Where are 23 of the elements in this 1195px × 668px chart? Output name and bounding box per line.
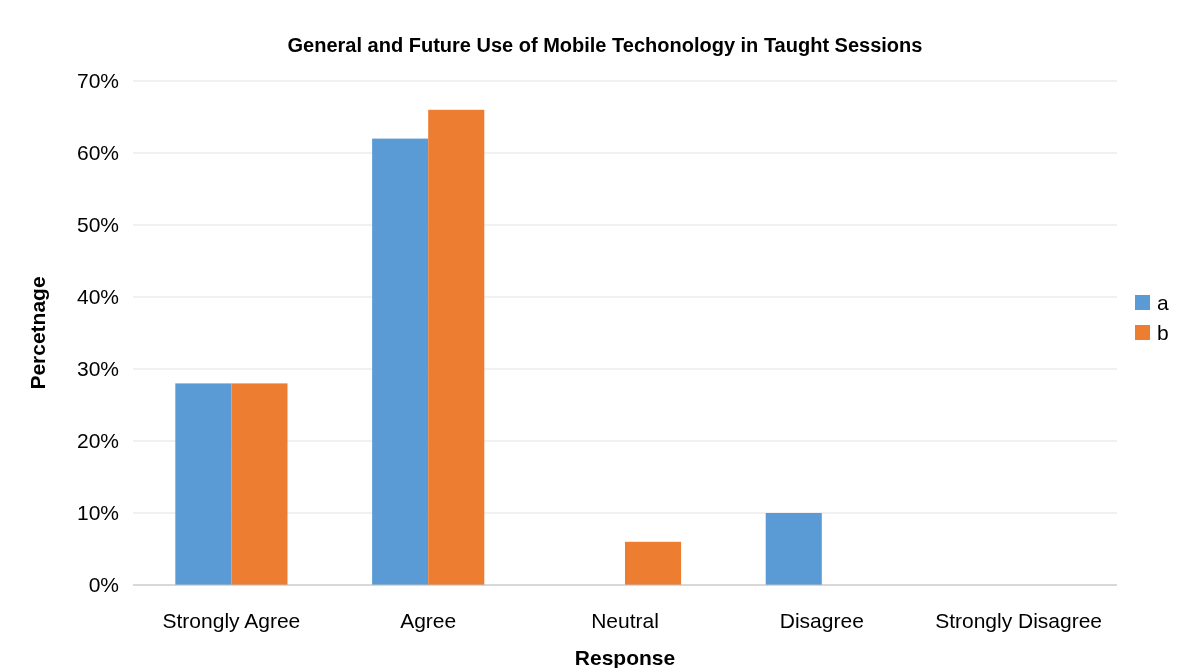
x-tick-label: Strongly Disagree xyxy=(935,609,1103,632)
bar xyxy=(765,513,822,585)
y-tick-label: 0% xyxy=(88,573,119,597)
y-tick-label: 70% xyxy=(76,69,119,93)
y-tick-label: 60% xyxy=(76,141,119,165)
x-tick-label: Agree xyxy=(400,609,457,632)
legend-label: a xyxy=(1157,291,1169,315)
y-axis-title: Percetnage xyxy=(26,276,49,390)
chart-title: General and Future Use of Mobile Techonology in Taught Sessions xyxy=(287,34,923,56)
legend-label: b xyxy=(1157,321,1169,345)
x-tick-label: Neutral xyxy=(591,609,659,632)
bar xyxy=(625,541,682,585)
y-tick-label: 40% xyxy=(76,285,119,309)
y-tick-label: 20% xyxy=(76,429,119,453)
bar xyxy=(231,383,288,585)
bar xyxy=(175,383,232,585)
y-tick-label: 50% xyxy=(76,213,119,237)
bar xyxy=(372,138,429,585)
y-tick-label: 30% xyxy=(76,357,119,381)
x-tick-label: Disagree xyxy=(779,609,864,632)
bar xyxy=(428,109,485,585)
x-tick-label: Strongly Agree xyxy=(162,609,301,632)
y-tick-label: 10% xyxy=(76,501,119,525)
